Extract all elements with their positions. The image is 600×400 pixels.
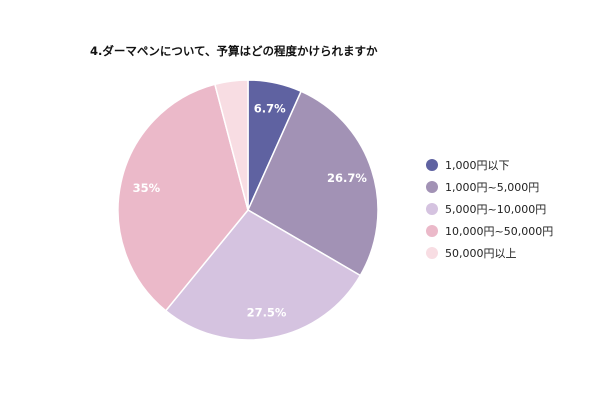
legend-label-1: 1,000円以下 <box>445 158 510 172</box>
legend-label-5: 50,000円以上 <box>445 246 517 260</box>
pie-slice-5 <box>213 79 249 211</box>
chart-title: 4.ダーマペンについて、予算はどの程度かけられますか <box>90 44 378 58</box>
pie-slice-2 <box>247 90 379 277</box>
legend-item-1: 1,000円以下 <box>426 156 553 173</box>
data-label-3: 27.5% <box>247 305 287 319</box>
legend-label-4: 10,000円~50,000円 <box>445 224 554 238</box>
legend-label-3: 5,000円~10,000円 <box>445 202 547 216</box>
legend-item-4: 10,000円~50,000円 <box>426 222 553 239</box>
legend-swatch-1 <box>426 158 438 171</box>
data-label-2: 26.7% <box>327 171 367 185</box>
pie-slice-4 <box>117 83 249 312</box>
legend-item-5: 50,000円以上 <box>426 244 553 261</box>
data-label-1: 6.7% <box>254 101 286 115</box>
data-label-4: 35% <box>133 181 161 195</box>
legend-swatch-3 <box>426 202 438 215</box>
legend-swatch-2 <box>426 180 438 193</box>
legend-label-2: 1,000円~5,000円 <box>445 180 540 194</box>
pie-slice-3 <box>164 209 362 341</box>
legend-swatch-5 <box>426 246 438 259</box>
legend-item-3: 5,000円~10,000円 <box>426 200 553 217</box>
legend-swatch-4 <box>426 224 438 237</box>
legend-item-2: 1,000円~5,000円 <box>426 178 553 195</box>
chart-legend: 1,000円以下 1,000円~5,000円 5,000円~10,000円 10,00… <box>426 156 553 261</box>
